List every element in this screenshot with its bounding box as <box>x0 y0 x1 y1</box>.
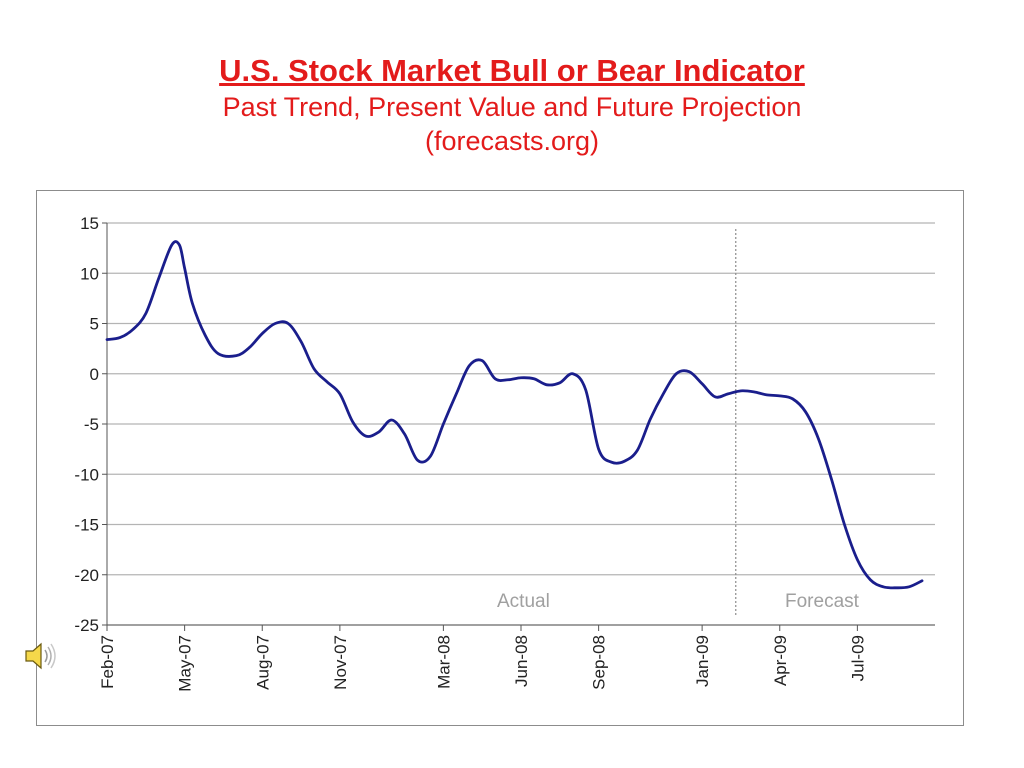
x-tick-label: Feb-07 <box>98 635 117 689</box>
chart-title: U.S. Stock Market Bull or Bear Indicator <box>219 53 805 88</box>
x-tick-label: Jun-08 <box>512 635 531 687</box>
annotation-forecast: Forecast <box>785 591 860 612</box>
x-tick-label: Jan-09 <box>693 635 712 687</box>
x-tick-label: May-07 <box>176 635 195 692</box>
speaker-icon[interactable] <box>22 640 62 672</box>
x-tick-label: Mar-08 <box>434 635 453 689</box>
chart-frame: 15 10 5 0 -5 -10 -15 -20 -25 Feb-07 May-07 Aug-07 No… <box>36 190 964 726</box>
y-tick-label: 15 <box>80 214 99 233</box>
x-tick-label: Aug-07 <box>253 635 272 690</box>
title-block: U.S. Stock Market Bull or Bear Indicator… <box>0 52 1024 158</box>
x-tick-label: Sep-08 <box>590 635 609 690</box>
y-tick-label: -25 <box>74 616 99 635</box>
x-tick-label: Apr-09 <box>771 635 790 686</box>
y-tick-label: 10 <box>80 264 99 283</box>
y-tick-label: -20 <box>74 566 99 585</box>
annotation-actual: Actual <box>497 591 550 612</box>
chart-subtitle: Past Trend, Present Value and Future Pro… <box>222 92 802 122</box>
y-tick-label: 0 <box>90 365 99 384</box>
y-tick-label: -10 <box>74 465 99 484</box>
chart-source: (forecasts.org) <box>424 126 600 156</box>
x-tick-label: Jul-09 <box>848 635 867 681</box>
x-tick-label: Nov-07 <box>331 635 350 690</box>
series-line <box>105 240 924 590</box>
y-tick-label: -5 <box>84 415 99 434</box>
y-tick-label: 5 <box>90 315 99 334</box>
y-tick-label: -15 <box>74 516 99 535</box>
